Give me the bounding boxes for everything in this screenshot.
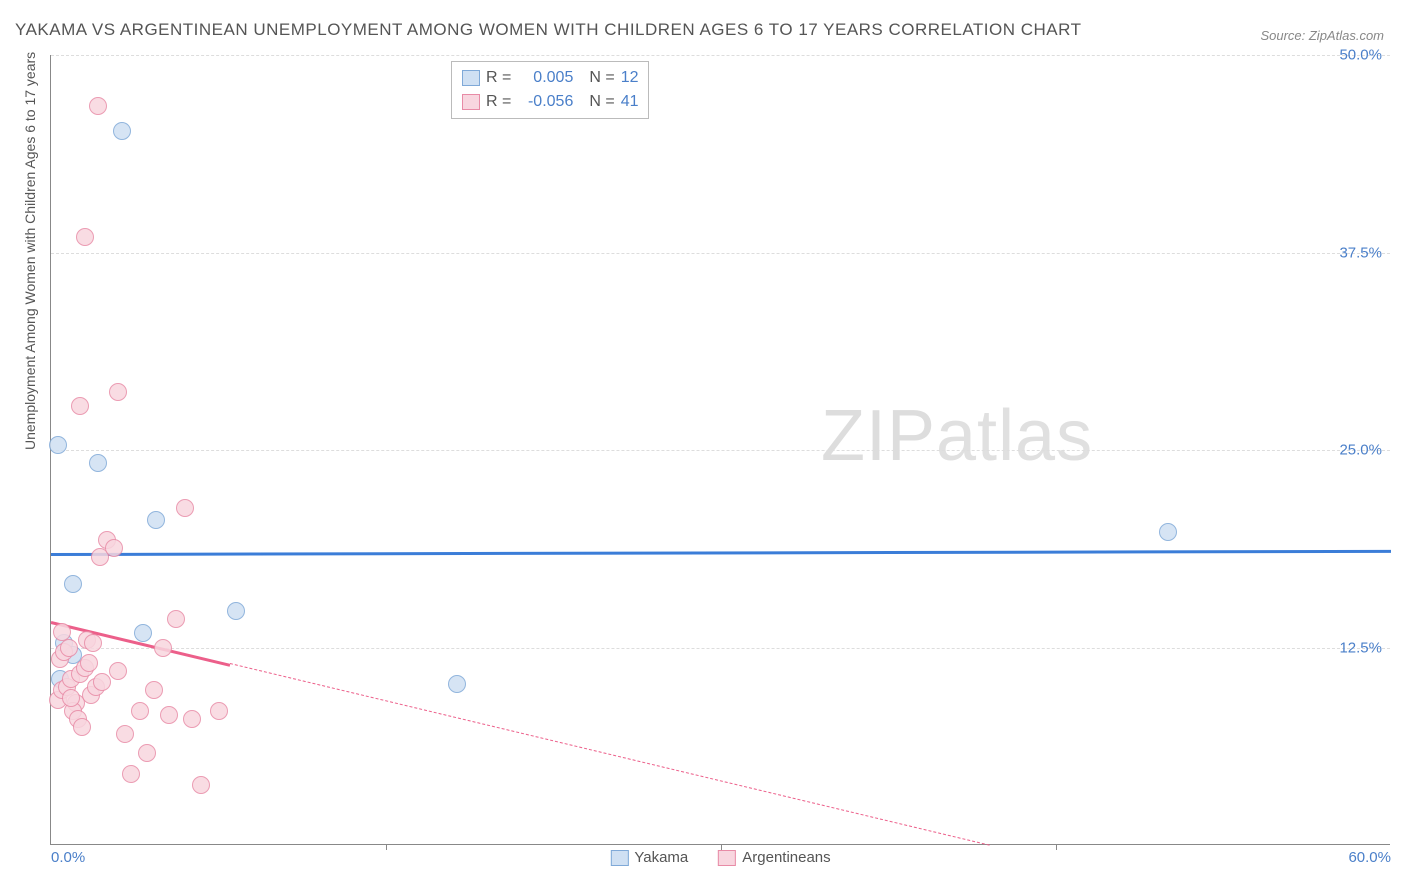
correlation-stats-box: R = 0.005 N = 12 R = -0.056 N = 41 bbox=[451, 61, 649, 119]
r-value-yakama: 0.005 bbox=[517, 69, 573, 87]
trend-line-yakama bbox=[51, 550, 1391, 556]
data-point-yakama bbox=[1159, 523, 1177, 541]
data-point-argentineans bbox=[84, 634, 102, 652]
swatch-yakama bbox=[462, 70, 480, 86]
chart-plot-area: ZIPatlas R = 0.005 N = 12 R = -0.056 N =… bbox=[50, 55, 1390, 845]
y-tick-label: 12.5% bbox=[1339, 639, 1382, 656]
stats-row-argentineans: R = -0.056 N = 41 bbox=[462, 90, 638, 114]
y-axis-label: Unemployment Among Women with Children A… bbox=[22, 52, 38, 450]
gridline bbox=[51, 55, 1390, 56]
legend-swatch-argentineans bbox=[718, 850, 736, 866]
x-tick bbox=[386, 844, 387, 850]
data-point-argentineans bbox=[73, 718, 91, 736]
legend-swatch-yakama bbox=[610, 850, 628, 866]
data-point-argentineans bbox=[71, 397, 89, 415]
data-point-yakama bbox=[448, 675, 466, 693]
r-label: R = bbox=[486, 93, 511, 111]
data-point-argentineans bbox=[138, 744, 156, 762]
legend: Yakama Argentineans bbox=[610, 849, 830, 866]
data-point-yakama bbox=[147, 511, 165, 529]
legend-item-yakama: Yakama bbox=[610, 849, 688, 866]
y-tick-label: 50.0% bbox=[1339, 47, 1382, 64]
source-label: Source: ZipAtlas.com bbox=[1260, 28, 1384, 43]
y-tick-label: 25.0% bbox=[1339, 442, 1382, 459]
x-tick bbox=[1056, 844, 1057, 850]
x-tick-label: 0.0% bbox=[51, 849, 85, 866]
x-tick bbox=[721, 844, 722, 850]
data-point-argentineans bbox=[176, 499, 194, 517]
gridline bbox=[51, 253, 1390, 254]
data-point-yakama bbox=[134, 624, 152, 642]
n-value-yakama: 12 bbox=[621, 69, 639, 87]
data-point-argentineans bbox=[62, 689, 80, 707]
data-point-argentineans bbox=[160, 706, 178, 724]
data-point-argentineans bbox=[210, 702, 228, 720]
data-point-argentineans bbox=[89, 97, 107, 115]
legend-item-argentineans: Argentineans bbox=[718, 849, 830, 866]
data-point-argentineans bbox=[167, 610, 185, 628]
r-label: R = bbox=[486, 69, 511, 87]
r-value-argentineans: -0.056 bbox=[517, 93, 573, 111]
data-point-argentineans bbox=[192, 776, 210, 794]
gridline bbox=[51, 450, 1390, 451]
data-point-yakama bbox=[89, 454, 107, 472]
data-point-argentineans bbox=[80, 654, 98, 672]
data-point-yakama bbox=[227, 602, 245, 620]
data-point-argentineans bbox=[109, 662, 127, 680]
data-point-argentineans bbox=[145, 681, 163, 699]
legend-label-argentineans: Argentineans bbox=[742, 849, 830, 866]
data-point-argentineans bbox=[154, 639, 172, 657]
data-point-yakama bbox=[64, 575, 82, 593]
n-label: N = bbox=[589, 69, 614, 87]
data-point-argentineans bbox=[53, 623, 71, 641]
n-label: N = bbox=[589, 93, 614, 111]
y-tick-label: 37.5% bbox=[1339, 244, 1382, 261]
trend-line-dashed-argentineans bbox=[230, 663, 990, 846]
data-point-argentineans bbox=[109, 383, 127, 401]
data-point-argentineans bbox=[122, 765, 140, 783]
n-value-argentineans: 41 bbox=[621, 93, 639, 111]
data-point-argentineans bbox=[131, 702, 149, 720]
data-point-argentineans bbox=[76, 228, 94, 246]
data-point-yakama bbox=[113, 122, 131, 140]
chart-title: YAKAMA VS ARGENTINEAN UNEMPLOYMENT AMONG… bbox=[15, 20, 1391, 40]
gridline bbox=[51, 648, 1390, 649]
data-point-argentineans bbox=[93, 673, 111, 691]
data-point-yakama bbox=[49, 436, 67, 454]
data-point-argentineans bbox=[116, 725, 134, 743]
swatch-argentineans bbox=[462, 94, 480, 110]
stats-row-yakama: R = 0.005 N = 12 bbox=[462, 66, 638, 90]
legend-label-yakama: Yakama bbox=[634, 849, 688, 866]
data-point-argentineans bbox=[183, 710, 201, 728]
data-point-argentineans bbox=[60, 639, 78, 657]
watermark: ZIPatlas bbox=[821, 395, 1093, 477]
data-point-argentineans bbox=[105, 539, 123, 557]
x-tick-label: 60.0% bbox=[1348, 849, 1391, 866]
